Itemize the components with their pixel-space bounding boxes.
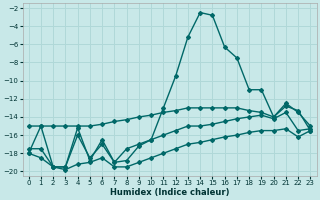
X-axis label: Humidex (Indice chaleur): Humidex (Indice chaleur) bbox=[110, 188, 229, 197]
